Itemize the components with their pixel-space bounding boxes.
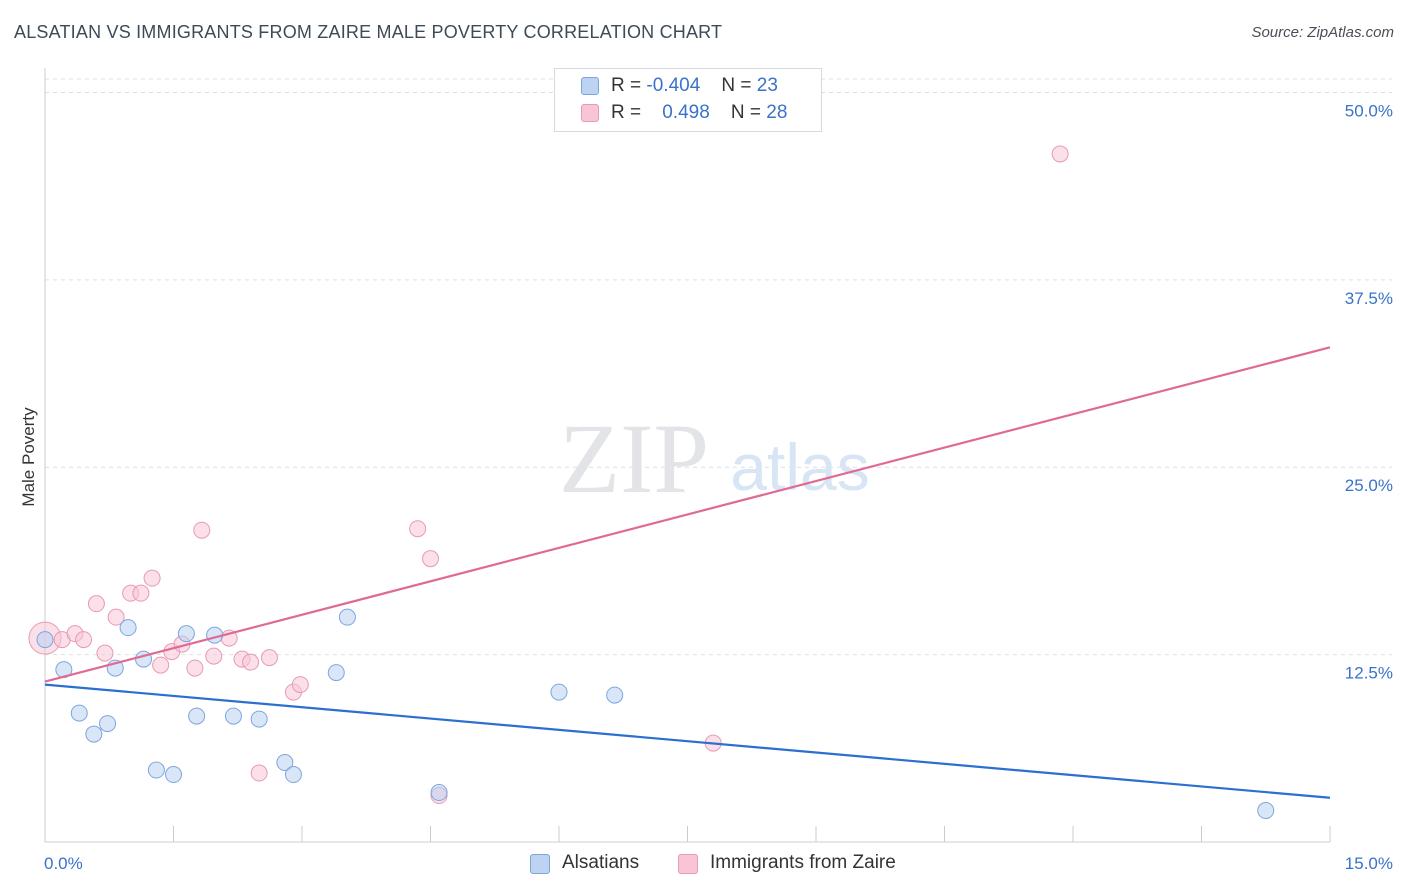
- legend-swatch-alsatians: [581, 77, 599, 95]
- point-alsatians: [1257, 802, 1275, 820]
- legend-r-value: 0.498: [662, 102, 710, 123]
- legend-r-label: R =: [611, 75, 642, 96]
- axes: [44, 68, 1331, 843]
- source-label: Source: ZipAtlas.com: [1251, 24, 1394, 41]
- point-alsatians: [70, 704, 88, 722]
- y-tick-label: 25.0%: [1345, 476, 1393, 495]
- point-zaire: [1051, 145, 1069, 163]
- point-zaire: [242, 653, 260, 671]
- chart-title: ALSATIAN VS IMMIGRANTS FROM ZAIRE MALE P…: [14, 22, 723, 42]
- point-zaire: [143, 569, 161, 587]
- point-zaire: [260, 649, 278, 667]
- series-legend: Alsatians Immigrants from Zaire: [0, 852, 1406, 878]
- watermark: ZIP atlas: [559, 403, 870, 514]
- point-alsatians: [119, 619, 137, 637]
- point-zaire: [152, 656, 170, 674]
- legend-n-label: N =: [721, 75, 752, 96]
- legend-text-zaire: R = 0.498 N = 28: [611, 102, 787, 124]
- point-alsatians: [36, 631, 54, 649]
- point-zaire: [193, 521, 211, 539]
- y-tick-label: 12.5%: [1345, 664, 1393, 683]
- point-zaire: [409, 520, 427, 538]
- point-alsatians: [606, 686, 624, 704]
- point-alsatians: [99, 715, 117, 733]
- point-alsatians: [250, 710, 268, 728]
- point-alsatians: [550, 683, 568, 701]
- legend-r-label: R =: [611, 102, 642, 123]
- point-alsatians: [85, 725, 103, 743]
- point-zaire: [422, 550, 439, 568]
- point-alsatians: [224, 707, 242, 725]
- point-alsatians: [276, 754, 294, 772]
- x-tick-label: 0.0%: [44, 854, 83, 873]
- trend-lines: [44, 346, 1331, 799]
- trend-line-alsatians: [44, 683, 1331, 799]
- point-alsatians: [284, 766, 302, 784]
- point-zaire: [291, 676, 309, 694]
- series-swatch-zaire: [678, 854, 698, 874]
- point-zaire: [87, 595, 105, 613]
- legend-r-value: -0.404: [646, 75, 701, 96]
- point-zaire: [205, 647, 223, 665]
- legend-n-value: 23: [756, 75, 778, 96]
- point-alsatians: [338, 608, 356, 626]
- point-alsatians: [327, 664, 345, 682]
- data-points: [28, 145, 1275, 820]
- legend-text-alsatians: R = -0.404 N = 23: [611, 75, 778, 97]
- legend-n-value: 28: [766, 102, 788, 123]
- trend-line-zaire: [44, 346, 1331, 683]
- series-swatch-alsatians: [530, 854, 550, 874]
- y-axis-label: Male Poverty: [19, 407, 38, 507]
- point-zaire: [107, 608, 125, 626]
- y-tick-label: 50.0%: [1345, 101, 1393, 120]
- point-alsatians: [430, 784, 448, 802]
- watermark-zip: ZIP: [559, 403, 709, 514]
- series-label-alsatians: Alsatians: [562, 852, 640, 873]
- point-alsatians: [177, 625, 195, 643]
- correlation-legend: R = -0.404 N = 23 R = 0.498 N = 28: [554, 68, 822, 132]
- point-zaire: [132, 584, 150, 602]
- point-alsatians: [188, 707, 206, 725]
- watermark-atlas: atlas: [730, 430, 869, 504]
- legend-n-label: N =: [730, 102, 762, 123]
- grid-lines: [45, 78, 1392, 656]
- point-zaire: [186, 659, 204, 677]
- point-alsatians: [165, 766, 182, 784]
- legend-swatch-zaire: [581, 104, 599, 122]
- point-zaire: [75, 631, 93, 649]
- point-alsatians: [147, 761, 165, 779]
- series-label-zaire: Immigrants from Zaire: [710, 852, 896, 873]
- point-zaire: [96, 644, 114, 662]
- point-zaire: [250, 764, 268, 782]
- tick-labels: 12.5% 25.0% 37.5% 50.0% 0.0% 15.0%: [44, 101, 1393, 873]
- y-tick-label: 37.5%: [1345, 289, 1393, 308]
- x-tick-label: 15.0%: [1345, 854, 1393, 873]
